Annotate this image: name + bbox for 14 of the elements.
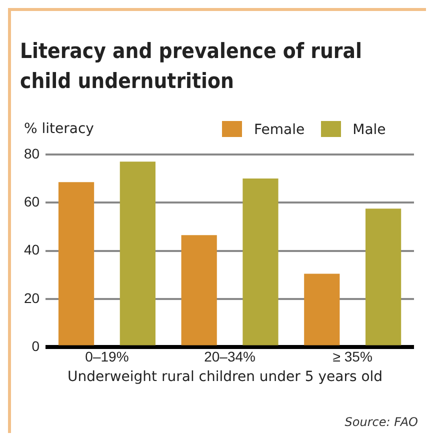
legend-label: Male — [352, 121, 386, 138]
x-tick-label: 0–19% — [85, 348, 129, 364]
x-tick-label: 20–34% — [204, 348, 256, 364]
source-note: Source: FAO — [344, 415, 418, 429]
y-tick-label: 60 — [24, 193, 40, 210]
y-axis-title: % literacy — [24, 121, 94, 137]
chart-title: Literacy and prevalence of rural child undernutrition — [20, 38, 363, 95]
x-axis-title: Underweight rural children under 5 years old — [66, 368, 384, 386]
y-tick-label: 20 — [24, 290, 40, 306]
y-tick-label: 0 — [32, 338, 40, 354]
x-tick-label: ≥ 35% — [332, 348, 372, 364]
legend-label: Female — [253, 121, 305, 138]
y-tick-label: 80 — [24, 145, 40, 162]
y-tick-label: 40 — [24, 242, 40, 258]
